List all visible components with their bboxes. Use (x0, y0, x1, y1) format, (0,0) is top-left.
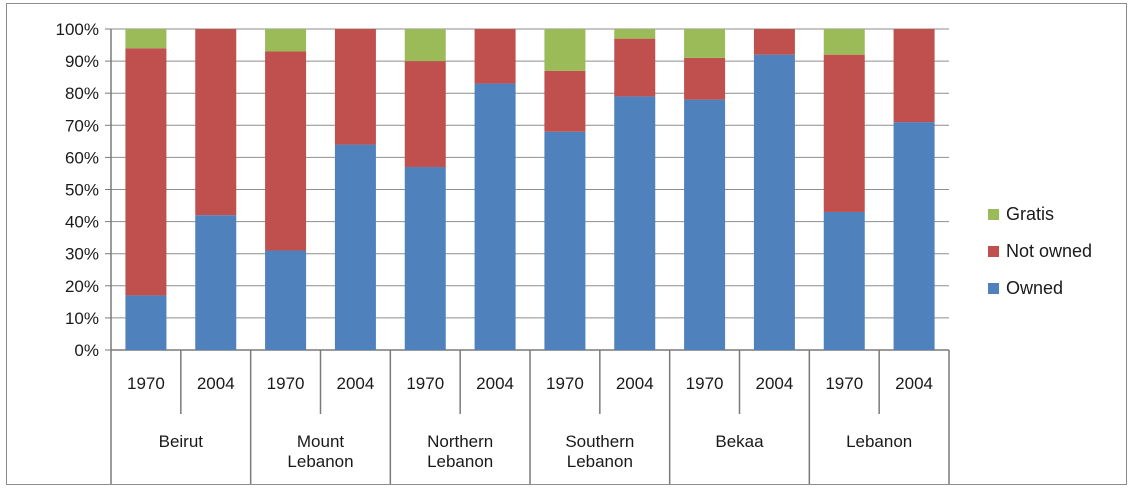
x-tick-label: 1970 (127, 374, 165, 393)
y-tick-label: 30% (65, 245, 99, 264)
stacked-bar-chart: 0% 10% 20% 30% 40% 50% 60% 70% 80% 90% 100% 1970 200… (56, 20, 1092, 484)
bar-owned (265, 250, 307, 350)
legend-swatch-owned (988, 283, 999, 294)
bar-not-owned (474, 29, 516, 84)
bar-gratis (684, 29, 726, 58)
bar-not-owned (823, 54, 865, 212)
bar-gratis (544, 29, 586, 71)
y-tick-label: 100% (56, 20, 99, 39)
bar-gratis (265, 29, 307, 52)
group-label: Lebanon (427, 452, 493, 471)
bar-not-owned (544, 70, 586, 132)
y-tick-label: 80% (65, 84, 99, 103)
group-label: Bekaa (715, 432, 764, 451)
bar-owned (474, 83, 516, 350)
bar-owned (544, 131, 586, 350)
x-tick-label: 2004 (756, 374, 794, 393)
group-label: Lebanon (287, 452, 353, 471)
bar-owned (334, 144, 376, 350)
group-label: Northern (427, 432, 493, 451)
y-tick-label: 50% (65, 181, 99, 200)
chart-frame: 0% 10% 20% 30% 40% 50% 60% 70% 80% 90% 100% 1970 200… (6, 3, 1127, 485)
legend-label-gratis: Gratis (1006, 204, 1054, 224)
bar-not-owned (404, 61, 446, 168)
group-label: Lebanon (567, 452, 633, 471)
x-tick-label: 1970 (686, 374, 724, 393)
legend-swatch-not-owned (988, 246, 999, 257)
bar-owned (614, 96, 656, 350)
bar-not-owned (334, 29, 376, 145)
legend-label-owned: Owned (1006, 278, 1063, 298)
bar-not-owned (614, 38, 656, 97)
bar-gratis (125, 29, 167, 49)
group-label: Lebanon (846, 432, 912, 451)
x-tick-label: 1970 (825, 374, 863, 393)
x-tick-label: 2004 (337, 374, 375, 393)
y-tick-label: 40% (65, 213, 99, 232)
group-label: Beirut (159, 432, 204, 451)
bar-gratis (404, 29, 446, 62)
legend-swatch-gratis (988, 209, 999, 220)
bar-not-owned (893, 29, 935, 123)
bar-owned (684, 99, 726, 351)
bar-owned (125, 295, 167, 350)
x-tick-label: 1970 (546, 374, 584, 393)
bar-not-owned (125, 48, 167, 296)
bar-gratis (614, 29, 656, 39)
bar-owned (893, 122, 935, 350)
group-label: Mount (297, 432, 345, 451)
y-tick-label: 60% (65, 148, 99, 167)
bar-owned (404, 167, 446, 350)
x-tick-label: 2004 (197, 374, 235, 393)
x-tick-label: 2004 (476, 374, 514, 393)
y-tick-label: 70% (65, 116, 99, 135)
x-tick-label: 1970 (406, 374, 444, 393)
bar-not-owned (684, 57, 726, 100)
bar-gratis (823, 29, 865, 55)
bar-owned (823, 211, 865, 350)
y-tick-label: 0% (74, 341, 99, 360)
x-tick-label: 2004 (895, 374, 933, 393)
group-label: Southern (565, 432, 634, 451)
y-tick-label: 20% (65, 277, 99, 296)
x-tick-label: 1970 (267, 374, 305, 393)
bar-owned (753, 54, 795, 351)
y-tick-label: 90% (65, 52, 99, 71)
bar-not-owned (753, 29, 795, 55)
x-tick-label: 2004 (616, 374, 654, 393)
legend-label-not-owned: Not owned (1006, 241, 1092, 261)
bar-not-owned (265, 51, 307, 251)
bar-owned (195, 215, 237, 350)
bar-not-owned (195, 29, 237, 216)
y-tick-label: 10% (65, 309, 99, 328)
